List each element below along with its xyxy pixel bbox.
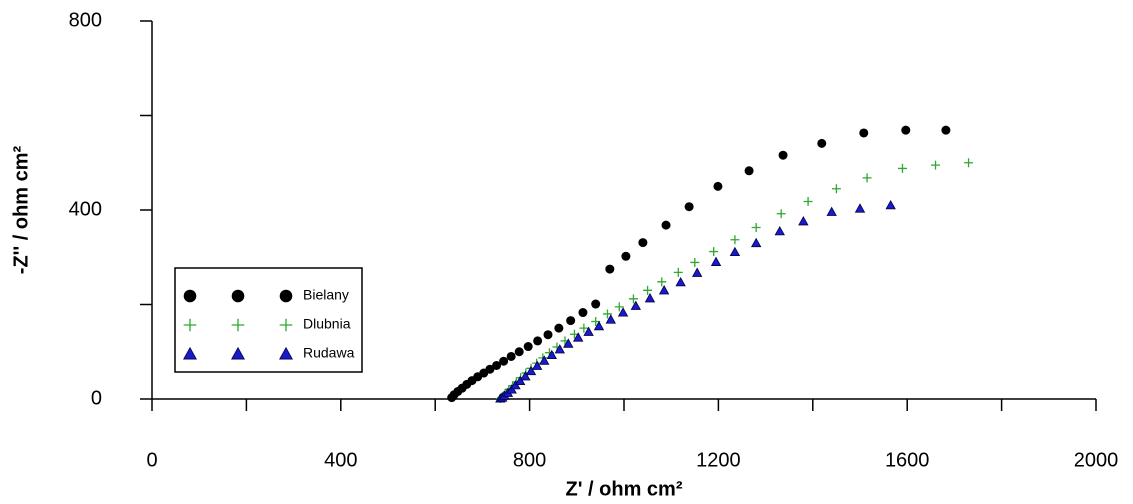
legend-marker	[183, 346, 197, 360]
point	[583, 326, 594, 336]
point	[605, 264, 615, 274]
point	[774, 225, 785, 236]
legend-marker	[231, 346, 245, 360]
legend-label: Bielany	[303, 287, 349, 303]
point	[658, 285, 670, 295]
point	[563, 338, 574, 348]
point	[525, 365, 537, 376]
legend-marker	[183, 289, 197, 303]
point	[713, 181, 723, 191]
point	[862, 173, 872, 183]
point	[605, 314, 616, 324]
point	[817, 138, 827, 148]
point	[573, 332, 584, 342]
point	[566, 316, 576, 326]
point	[964, 158, 974, 168]
point	[506, 351, 516, 361]
point	[831, 184, 841, 194]
point	[901, 125, 911, 135]
point	[644, 293, 656, 303]
point	[691, 267, 703, 277]
point	[546, 349, 557, 360]
point	[657, 277, 667, 287]
point	[729, 246, 741, 257]
x-tick-label: 400	[324, 449, 357, 471]
point	[854, 203, 866, 213]
point	[485, 364, 495, 374]
point	[539, 355, 550, 365]
point	[710, 256, 722, 266]
point	[533, 336, 543, 346]
point	[776, 209, 786, 219]
point	[543, 330, 553, 340]
y-tick-label: 800	[69, 9, 102, 31]
point	[661, 220, 671, 230]
point	[730, 235, 740, 245]
legend-marker	[231, 318, 245, 332]
point	[554, 344, 565, 354]
legend-marker	[279, 289, 293, 303]
point	[614, 302, 624, 312]
point	[520, 370, 531, 381]
legend-marker	[183, 318, 197, 332]
point	[531, 360, 543, 370]
point	[798, 216, 809, 226]
point	[941, 125, 951, 135]
point	[675, 276, 686, 287]
legend-label: Rudawa	[303, 345, 355, 361]
x-tick-label: 0	[146, 449, 157, 471]
x-tick-label: 2000	[1074, 449, 1119, 471]
point	[617, 307, 629, 317]
point	[578, 308, 588, 318]
legend-marker	[279, 318, 293, 332]
point	[744, 166, 754, 176]
point	[885, 199, 896, 210]
point	[709, 247, 719, 257]
point	[514, 375, 526, 386]
legend-label: Dlubnia	[303, 316, 351, 332]
point	[499, 356, 509, 366]
legend-marker	[279, 346, 293, 360]
point	[859, 128, 869, 138]
legend-box	[174, 267, 363, 373]
x-axis-title: Z' / ohm cm²	[566, 478, 683, 500]
point	[931, 160, 941, 170]
point	[602, 309, 612, 319]
x-tick-label: 800	[513, 449, 546, 471]
point	[630, 300, 641, 310]
point	[514, 347, 524, 357]
point	[638, 238, 648, 248]
point	[523, 342, 533, 352]
point	[803, 196, 813, 206]
point	[579, 323, 589, 333]
x-tick-label: 1600	[885, 449, 930, 471]
y-axis-title: -Z'' / ohm cm²	[10, 145, 32, 274]
y-tick-label: 400	[69, 198, 102, 220]
point	[826, 206, 837, 216]
point	[751, 222, 761, 232]
point	[684, 202, 694, 212]
point	[897, 163, 907, 173]
point	[492, 360, 502, 370]
point	[778, 150, 788, 160]
point	[621, 251, 631, 261]
legend-marker	[231, 289, 245, 303]
x-tick-label: 1200	[696, 449, 741, 471]
point	[591, 299, 601, 309]
point	[673, 267, 683, 277]
point	[554, 323, 564, 333]
point	[643, 285, 653, 295]
y-tick-label: 0	[91, 387, 102, 409]
point	[750, 237, 762, 248]
point	[593, 320, 605, 331]
point	[628, 294, 638, 304]
point	[690, 257, 700, 267]
